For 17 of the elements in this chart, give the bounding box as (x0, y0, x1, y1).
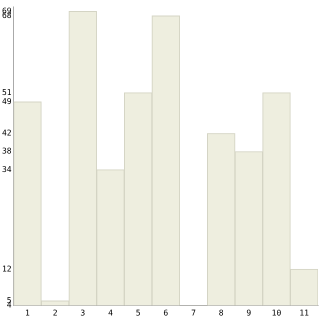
x-tick-label: 11 (299, 308, 310, 318)
x-tick-label: 10 (272, 308, 282, 318)
y-tick-label: 49 (2, 96, 12, 106)
y-tick-label: 38 (2, 146, 12, 156)
x-tick-label: 3 (80, 308, 86, 318)
x-tick-label: 4 (108, 308, 114, 318)
x-tick-label: 2 (52, 308, 58, 318)
x-tick-label: 1 (25, 308, 30, 318)
y-tick-label: 51 (2, 88, 12, 97)
x-tick-label: 6 (163, 308, 168, 318)
x-tick-label: 9 (246, 308, 252, 318)
y-tick-label: 42 (2, 128, 12, 138)
y-tick-label: 12 (2, 264, 12, 274)
x-tick-label: 5 (136, 308, 141, 318)
x-tick-label: 8 (218, 308, 224, 318)
x-tick-label: 7 (191, 308, 196, 318)
y-tick-label: 34 (2, 164, 12, 174)
